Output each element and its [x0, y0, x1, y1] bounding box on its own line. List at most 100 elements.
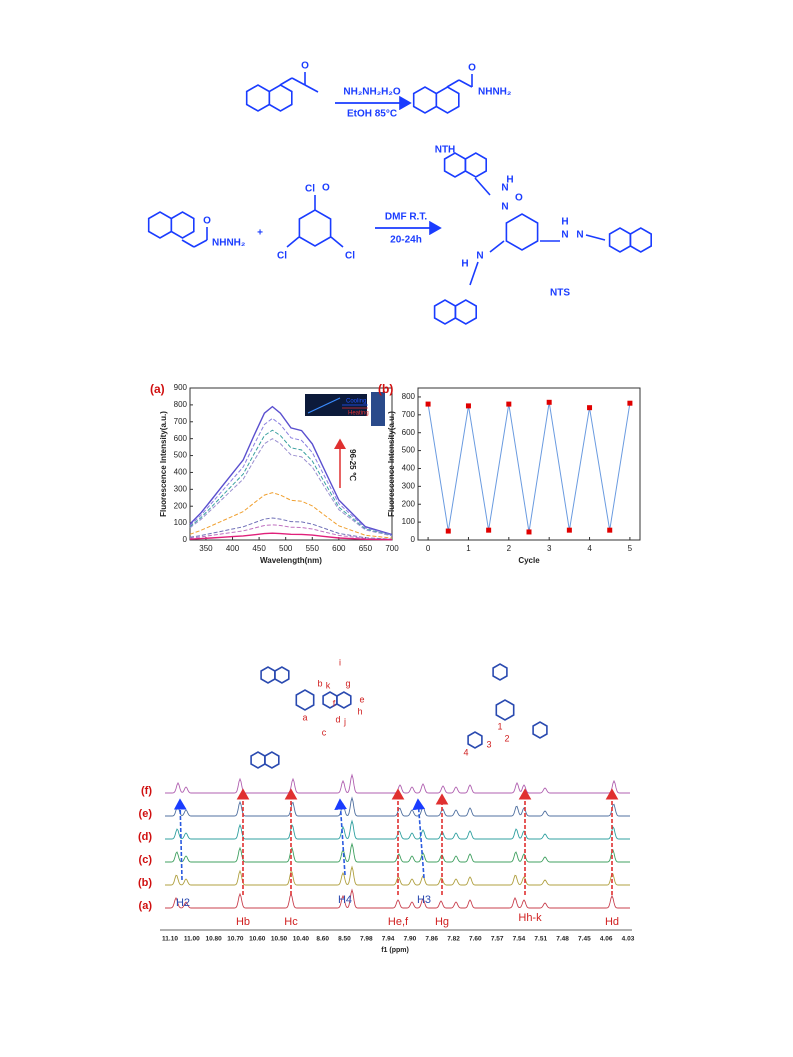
trace-label: (d)	[138, 831, 152, 843]
nmr-tick-label: 7.45	[578, 936, 591, 943]
x-tick-label: 700	[385, 544, 399, 553]
panel-label: (b)	[378, 382, 393, 396]
y-tick-label: 400	[402, 464, 416, 473]
structure-label: 1	[497, 721, 502, 731]
bond	[304, 84, 319, 93]
bond	[458, 79, 473, 88]
series-line	[189, 429, 393, 537]
nmr-tick-label: 7.48	[556, 936, 569, 943]
annotation: 96-25 ℃	[348, 449, 357, 481]
point-marker	[587, 405, 593, 411]
bond	[286, 236, 300, 248]
nmr-tick-label: 7.98	[360, 936, 373, 943]
chem-label: NTH	[435, 145, 456, 156]
peak-arrow	[412, 798, 426, 879]
ring	[505, 213, 539, 251]
structure-label: b	[317, 678, 322, 688]
point-marker	[486, 527, 492, 533]
x-tick-label: 600	[332, 544, 346, 553]
chem-label: O	[301, 61, 309, 72]
peak-arrow	[173, 798, 187, 881]
trace-label: (f)	[141, 785, 152, 797]
nmr-tick-label: 7.86	[425, 936, 438, 943]
ring	[245, 84, 271, 112]
chem-label: NHNH₂	[212, 238, 245, 249]
nmr-tick-label: 7.82	[447, 936, 460, 943]
bond	[279, 77, 293, 86]
plot-frame	[189, 387, 393, 541]
chem-label: O	[468, 63, 476, 74]
chem-label: O	[322, 183, 330, 194]
peak-label: Hh-k	[518, 912, 542, 924]
nmr-tick-label: 8.60	[316, 936, 329, 943]
inset-label: Cooling	[346, 399, 366, 405]
point-marker	[627, 400, 633, 406]
ring	[412, 86, 438, 114]
y-tick-label: 600	[174, 434, 188, 443]
structure-label: f	[333, 698, 336, 708]
series-line	[189, 517, 393, 540]
chem-label: N	[501, 183, 508, 194]
y-tick-label: 100	[174, 518, 188, 527]
peak-label: Hc	[284, 916, 298, 928]
y-tick-label: 500	[402, 446, 416, 455]
structure-label: j	[343, 716, 346, 726]
ring	[629, 227, 653, 253]
ring	[147, 211, 173, 239]
inset-label: Heating	[348, 411, 369, 417]
chem-label: N	[476, 251, 483, 262]
nmr-tick-label: 7.94	[382, 936, 395, 943]
inset-photo	[305, 394, 367, 416]
y-tick-label: 100	[402, 517, 416, 526]
x-tick-label: 5	[628, 544, 633, 553]
trace-label: (e)	[139, 808, 153, 820]
nmr-trace	[165, 796, 630, 817]
nmr-tick-label: 7.54	[513, 936, 526, 943]
bond	[291, 77, 306, 86]
nmr-tick-label: 10.80	[205, 936, 222, 943]
x-tick-label: 500	[279, 544, 293, 553]
ring	[464, 152, 488, 178]
nmr-tick-label: 11.00	[184, 936, 200, 943]
nmr-tick-label: 4.03	[622, 936, 635, 943]
ring	[298, 209, 332, 247]
ring	[532, 721, 548, 739]
structure-label: h	[357, 706, 362, 716]
y-tick-label: 500	[174, 451, 188, 460]
x-tick-label: 3	[547, 544, 552, 553]
series-line	[189, 524, 393, 540]
nmr-tick-label: 10.50	[271, 936, 288, 943]
panel-label: (a)	[150, 382, 165, 396]
chem-label: H	[461, 259, 468, 270]
ring	[268, 84, 293, 112]
y-tick-label: 800	[402, 392, 416, 401]
y-tick-label: 0	[183, 535, 188, 544]
series-line	[427, 402, 631, 533]
structure-label: d	[335, 714, 340, 724]
peak-label: H2	[176, 897, 190, 909]
chem-label: EtOH 85°C	[347, 109, 397, 120]
chem-label: H	[561, 217, 568, 228]
series-line	[189, 438, 393, 537]
point-marker	[566, 527, 572, 533]
bond	[330, 236, 344, 248]
series-line	[189, 405, 393, 536]
structure-label: 2	[504, 733, 509, 743]
nmr-tick-label: 7.60	[469, 936, 482, 943]
ring	[264, 751, 280, 769]
x-tick-label: 550	[306, 544, 320, 553]
y-tick-label: 200	[402, 499, 416, 508]
ring	[492, 663, 508, 681]
chem-label: O	[515, 193, 523, 204]
nmr-trace	[165, 888, 630, 909]
ring	[608, 227, 632, 253]
y-axis-title: Fluorescence Intensity(a.u.)	[159, 411, 168, 517]
point-marker	[425, 401, 431, 407]
peak-label: He,f	[388, 916, 409, 928]
y-tick-label: 300	[402, 481, 416, 490]
bond	[585, 234, 606, 241]
y-axis-title: Fluorescence Intensity(a.u.)	[387, 411, 396, 517]
point-marker	[607, 527, 613, 533]
